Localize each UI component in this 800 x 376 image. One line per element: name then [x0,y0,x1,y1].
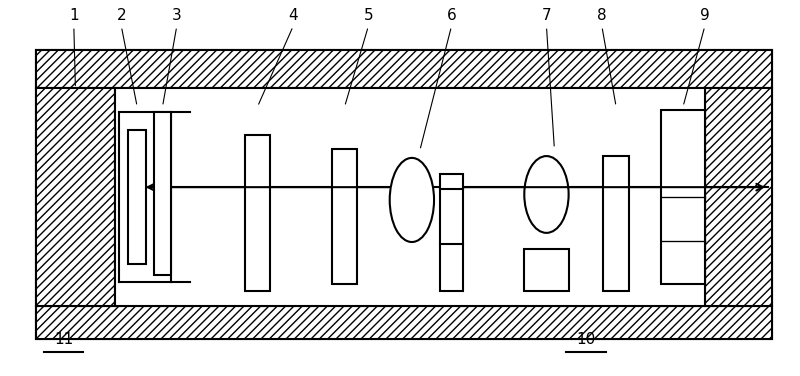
Ellipse shape [390,158,434,242]
Bar [662,111,705,284]
Text: 10: 10 [577,332,596,347]
Bar [115,88,705,306]
Text: 9: 9 [700,8,710,23]
Bar [440,174,462,189]
Text: 1: 1 [69,8,78,23]
Text: 8: 8 [597,8,606,23]
Text: 4: 4 [288,8,298,23]
Bar [245,135,270,291]
Bar [603,156,629,291]
Bar [36,306,772,339]
Text: 11: 11 [54,332,73,347]
Bar [129,130,146,264]
Text: 5: 5 [363,8,373,23]
Bar [332,149,358,284]
Bar [154,112,171,275]
Ellipse shape [524,156,569,233]
Bar [523,249,570,291]
Bar [36,50,772,88]
Text: 2: 2 [117,8,126,23]
Bar [36,50,772,339]
Bar [440,244,462,291]
Text: 3: 3 [172,8,182,23]
Bar [705,88,772,306]
Text: 7: 7 [542,8,551,23]
Bar [36,88,115,306]
Text: 6: 6 [446,8,456,23]
